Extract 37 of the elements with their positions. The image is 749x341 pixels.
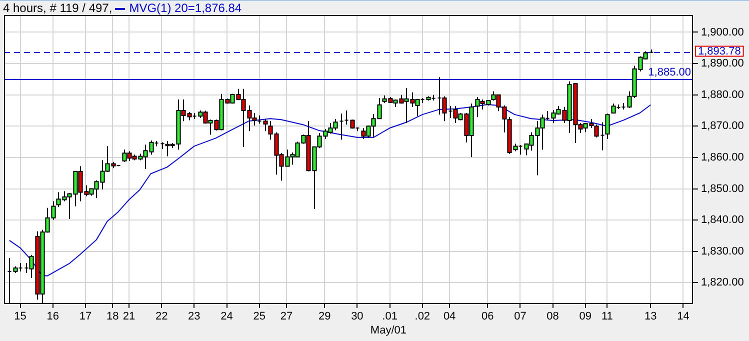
x-tick-label: 30 bbox=[351, 310, 364, 323]
x-tick-label: 11 bbox=[601, 310, 613, 323]
y-tick-label: 1,900.00 bbox=[701, 26, 744, 38]
x-tick-label: 09 bbox=[579, 310, 592, 323]
y-tick-label: 1,890.00 bbox=[701, 58, 744, 70]
x-tick-label: 15 bbox=[14, 310, 26, 323]
x-tick-label: 06 bbox=[481, 310, 494, 323]
x-tick-label: 16 bbox=[46, 310, 60, 323]
x-tick-label: 17 bbox=[79, 310, 92, 323]
y-tick-label: 1,820.00 bbox=[701, 276, 744, 289]
x-tick-label: 04 bbox=[443, 310, 456, 323]
x-tick-label: 25 bbox=[253, 310, 266, 323]
ref-line-label: 1,885.00 bbox=[648, 66, 691, 79]
x-tick-label: .01 bbox=[382, 310, 398, 323]
x-tick-label: 21 bbox=[122, 310, 136, 323]
x-tick-label: 08 bbox=[546, 310, 559, 323]
candlestick bbox=[339, 113, 344, 140]
x-tick-label: 24 bbox=[220, 310, 233, 323]
ref-line-label: 1,893.78 bbox=[698, 46, 741, 58]
x-tick-label: 27 bbox=[280, 310, 293, 323]
y-tick-label: 1,830.00 bbox=[701, 245, 744, 258]
x-tick-label: 23 bbox=[188, 310, 200, 323]
y-tick-label: 1,870.00 bbox=[701, 120, 744, 132]
x-tick-label: 29 bbox=[318, 310, 331, 323]
y-tick-label: 1,850.00 bbox=[701, 182, 744, 195]
y-tick-label: 1,880.00 bbox=[701, 88, 744, 101]
x-tick-label: 14 bbox=[677, 310, 690, 323]
x-tick-label: 07 bbox=[514, 310, 526, 323]
chart-title: 4 hours, # 119 / 497, bbox=[3, 1, 112, 15]
legend-label: MVG(1) 20=1,876.84 bbox=[129, 1, 242, 15]
y-tick-label: 1,860.00 bbox=[701, 151, 744, 164]
y-tick-label: 1,840.00 bbox=[701, 214, 744, 226]
x-tick-label: .02 bbox=[414, 310, 430, 323]
x-tick-label: 13 bbox=[644, 310, 657, 323]
x-tick-label: 18 bbox=[106, 310, 119, 323]
text: May/01 bbox=[370, 324, 406, 337]
x-tick-label: 22 bbox=[155, 310, 168, 323]
